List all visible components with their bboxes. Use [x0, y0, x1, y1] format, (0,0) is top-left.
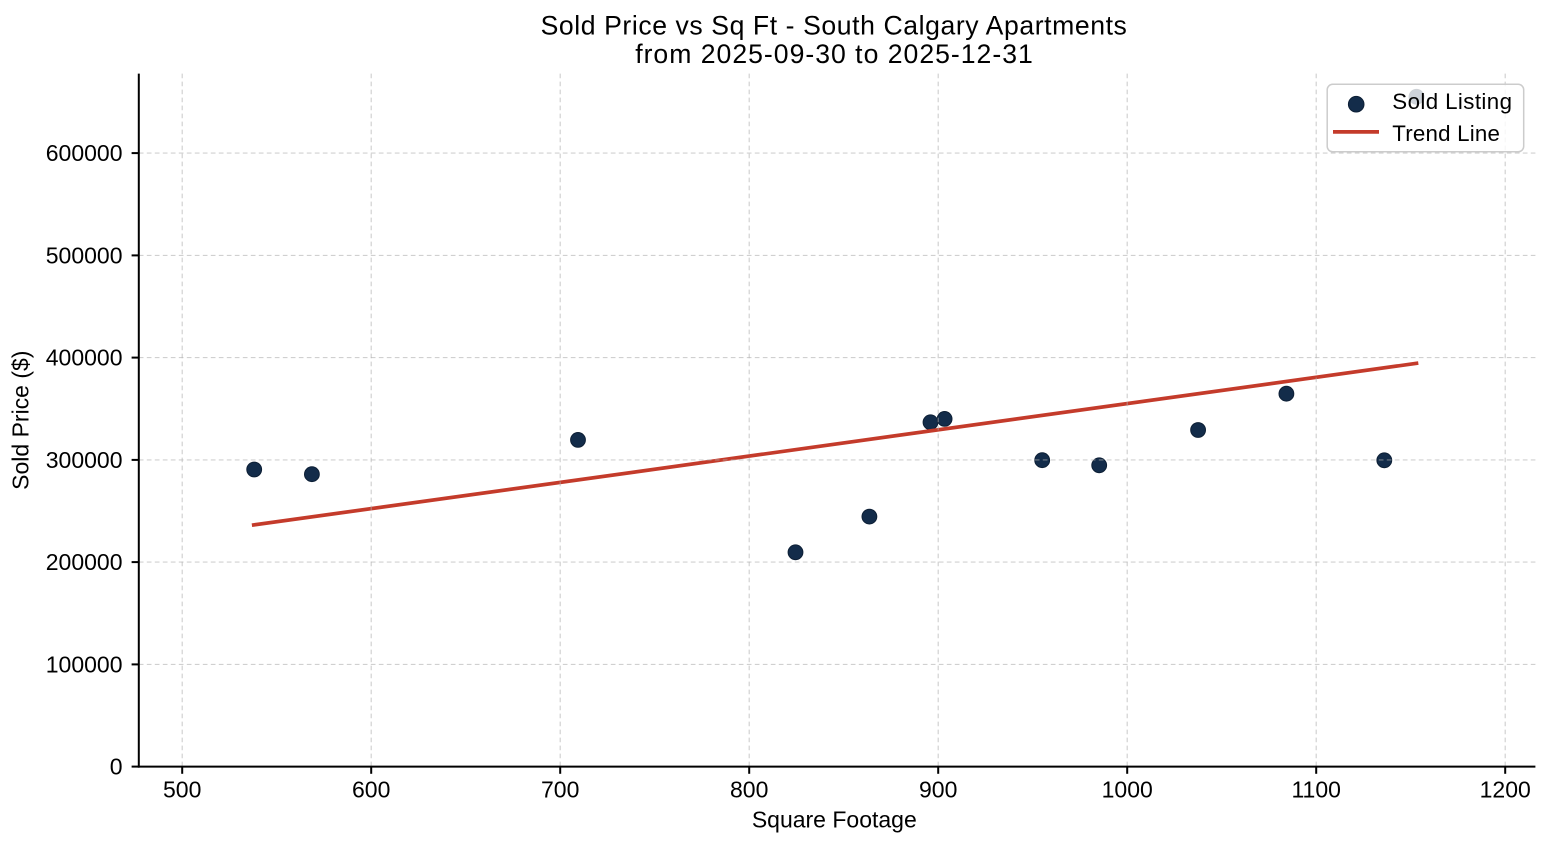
svg-text:100000: 100000 — [46, 652, 123, 678]
svg-text:800: 800 — [730, 777, 768, 803]
svg-text:600: 600 — [352, 777, 390, 803]
svg-text:Sold Listing: Sold Listing — [1392, 89, 1512, 114]
svg-text:400000: 400000 — [46, 345, 123, 371]
svg-text:Trend Line: Trend Line — [1392, 121, 1500, 146]
svg-text:0: 0 — [110, 754, 123, 780]
svg-text:600000: 600000 — [46, 140, 123, 166]
svg-text:Sold Price vs Sq Ft - South Ca: Sold Price vs Sq Ft - South Calgary Apar… — [541, 11, 1128, 41]
svg-text:300000: 300000 — [46, 447, 123, 473]
svg-text:1200: 1200 — [1480, 777, 1531, 803]
svg-text:500: 500 — [163, 777, 201, 803]
svg-text:700: 700 — [541, 777, 579, 803]
svg-text:200000: 200000 — [46, 549, 123, 575]
svg-text:from 2025-09-30 to 2025-12-31: from 2025-09-30 to 2025-12-31 — [635, 39, 1034, 69]
svg-text:1000: 1000 — [1102, 777, 1153, 803]
svg-text:1100: 1100 — [1291, 777, 1340, 803]
svg-text:900: 900 — [919, 777, 957, 803]
svg-text:Sold Price ($): Sold Price ($) — [8, 351, 34, 490]
svg-text:500000: 500000 — [46, 243, 123, 269]
svg-text:Square Footage: Square Footage — [752, 806, 917, 832]
